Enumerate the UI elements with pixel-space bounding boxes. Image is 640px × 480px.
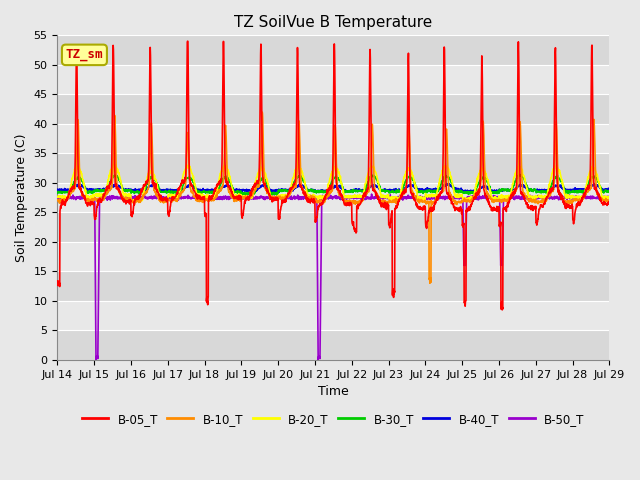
B-50_T: [368, 191, 376, 197]
B-50_T: [605, 194, 613, 200]
Bar: [58, 330, 609, 360]
B-10_T: [259, 109, 266, 115]
B-40_T: [362, 187, 369, 192]
Bar: [58, 301, 609, 330]
B-20_T: [350, 194, 358, 200]
B-40_T: [113, 181, 120, 187]
B-40_T: [494, 190, 502, 195]
B-30_T: [573, 189, 580, 195]
B-05_T: [494, 205, 502, 211]
Bar: [58, 271, 609, 301]
B-30_T: [494, 190, 502, 196]
B-05_T: [184, 38, 191, 44]
X-axis label: Time: Time: [318, 385, 349, 398]
B-10_T: [494, 198, 502, 204]
B-50_T: [54, 194, 61, 200]
Bar: [58, 153, 609, 183]
B-20_T: [605, 196, 613, 202]
B-40_T: [494, 189, 502, 194]
B-40_T: [573, 187, 580, 193]
B-20_T: [110, 161, 118, 167]
B-30_T: [517, 171, 525, 177]
B-20_T: [127, 198, 135, 204]
B-05_T: [605, 201, 613, 206]
Line: B-30_T: B-30_T: [58, 174, 609, 195]
B-50_T: [494, 194, 502, 200]
B-10_T: [573, 196, 580, 202]
B-50_T: [557, 194, 565, 200]
Line: B-50_T: B-50_T: [58, 194, 609, 360]
Y-axis label: Soil Temperature (C): Soil Temperature (C): [15, 133, 28, 262]
B-05_T: [573, 203, 580, 208]
B-50_T: [92, 357, 100, 363]
B-40_T: [208, 187, 216, 192]
B-30_T: [557, 178, 565, 184]
B-20_T: [54, 194, 61, 200]
B-50_T: [208, 194, 216, 200]
Legend: B-05_T, B-10_T, B-20_T, B-30_T, B-40_T, B-50_T: B-05_T, B-10_T, B-20_T, B-30_T, B-40_T, …: [77, 408, 589, 431]
B-30_T: [207, 189, 215, 195]
B-05_T: [499, 307, 506, 313]
B-10_T: [605, 198, 613, 204]
Bar: [58, 183, 609, 212]
B-30_T: [349, 187, 357, 193]
B-05_T: [362, 193, 369, 199]
B-30_T: [362, 186, 369, 192]
B-05_T: [349, 219, 357, 225]
B-10_T: [426, 280, 434, 286]
B-20_T: [573, 195, 580, 201]
B-10_T: [349, 201, 357, 206]
Bar: [58, 95, 609, 124]
B-10_T: [207, 197, 215, 203]
B-20_T: [362, 181, 369, 187]
B-20_T: [208, 193, 216, 199]
B-05_T: [557, 197, 565, 203]
B-30_T: [605, 189, 613, 195]
Bar: [58, 212, 609, 242]
Line: B-20_T: B-20_T: [58, 164, 609, 201]
Line: B-05_T: B-05_T: [58, 41, 609, 310]
B-50_T: [573, 193, 580, 199]
B-50_T: [362, 196, 369, 202]
B-20_T: [557, 174, 565, 180]
B-05_T: [208, 193, 216, 199]
B-10_T: [557, 191, 565, 196]
B-30_T: [243, 192, 250, 198]
Text: TZ_sm: TZ_sm: [66, 48, 103, 61]
B-40_T: [54, 186, 61, 192]
Bar: [58, 65, 609, 95]
B-10_T: [362, 193, 369, 199]
B-40_T: [605, 187, 613, 193]
Bar: [58, 124, 609, 153]
Line: B-10_T: B-10_T: [58, 112, 609, 283]
Title: TZ SoilVue B Temperature: TZ SoilVue B Temperature: [234, 15, 433, 30]
B-40_T: [349, 187, 357, 192]
B-20_T: [494, 196, 502, 202]
Bar: [58, 36, 609, 65]
B-05_T: [54, 278, 61, 284]
Line: B-40_T: B-40_T: [58, 184, 609, 192]
B-30_T: [54, 190, 61, 195]
B-40_T: [557, 183, 565, 189]
Bar: [58, 242, 609, 271]
B-50_T: [349, 194, 357, 200]
B-10_T: [54, 197, 61, 203]
